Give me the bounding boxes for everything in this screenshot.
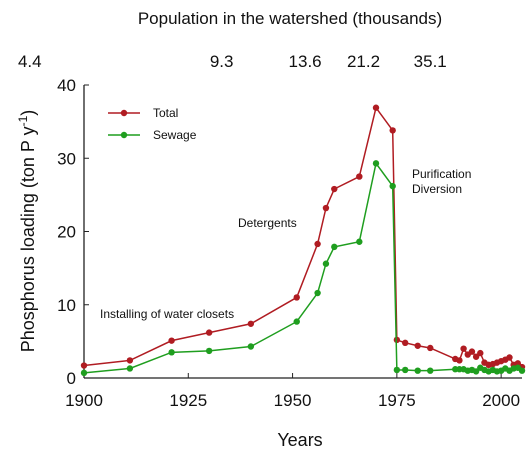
annotation: Installing of water closets	[100, 307, 234, 321]
x-tick-label: 2000	[482, 391, 520, 410]
y-tick-label: 0	[67, 369, 76, 388]
data-point	[514, 360, 522, 367]
data-point	[372, 160, 380, 167]
data-point	[322, 260, 330, 267]
data-point	[460, 345, 467, 352]
data-point	[506, 354, 513, 361]
x-axis-label: Years	[277, 430, 322, 450]
data-point	[456, 357, 463, 364]
data-point	[168, 349, 175, 356]
data-point	[427, 344, 434, 352]
data-point	[402, 366, 409, 374]
data-point	[331, 243, 338, 251]
y-tick-label: 40	[57, 76, 76, 95]
y-axis-label-part: )	[18, 110, 38, 116]
legend-marker	[120, 131, 128, 139]
y-axis-label-sup: -1	[16, 115, 30, 126]
data-point	[414, 342, 421, 349]
top-tick-label: 9.3	[210, 52, 234, 71]
data-point	[247, 343, 255, 350]
data-point	[205, 347, 213, 355]
y-tick-label: 10	[57, 296, 76, 315]
series-line	[83, 105, 523, 368]
top-tick-label: 35.1	[414, 52, 447, 71]
data-point	[168, 337, 175, 344]
data-point	[356, 238, 363, 245]
data-point	[427, 367, 434, 374]
data-point	[293, 294, 300, 301]
data-point	[372, 104, 380, 111]
annotation: Detergents	[238, 216, 297, 230]
data-point	[247, 320, 255, 327]
data-point	[293, 318, 300, 325]
x-tick-label: 1925	[169, 391, 207, 410]
top-tick-label: 13.6	[289, 52, 322, 71]
annotation: Purification	[412, 167, 471, 181]
y-tick-label: 20	[57, 223, 76, 242]
data-point	[472, 368, 480, 375]
data-point	[477, 349, 484, 357]
data-point	[80, 369, 88, 377]
data-point	[126, 357, 134, 364]
data-point	[468, 348, 476, 355]
top-tick-label: 4.4	[18, 52, 42, 71]
y-tick-label: 30	[57, 149, 76, 168]
top-tick-label: 21.2	[347, 52, 380, 71]
x-tick-label: 1950	[274, 391, 312, 410]
data-point	[80, 362, 88, 369]
data-point	[393, 366, 401, 374]
data-point	[402, 339, 409, 347]
annotation: Diversion	[412, 182, 462, 196]
data-point	[331, 185, 338, 193]
x-tick-label: 1900	[65, 391, 103, 410]
data-point	[389, 182, 396, 190]
data-point	[314, 240, 321, 248]
y-axis-label: Phosphorus loading (ton P y-1)	[16, 110, 38, 353]
data-point	[414, 367, 421, 374]
legend-label: Total	[153, 106, 178, 120]
data-point	[356, 173, 363, 180]
y-axis-label-part: Phosphorus loading (ton P y	[18, 126, 38, 352]
x-tick-label: 1975	[378, 391, 416, 410]
data-point	[314, 289, 321, 297]
chart-title: Population in the watershed (thousands)	[138, 9, 442, 28]
data-point	[389, 127, 396, 134]
data-point	[518, 367, 526, 374]
legend-label: Sewage	[153, 128, 197, 142]
data-point	[126, 365, 134, 372]
data-point	[472, 353, 480, 360]
data-point	[322, 204, 330, 212]
data-point	[205, 329, 213, 336]
legend-marker	[120, 109, 128, 117]
